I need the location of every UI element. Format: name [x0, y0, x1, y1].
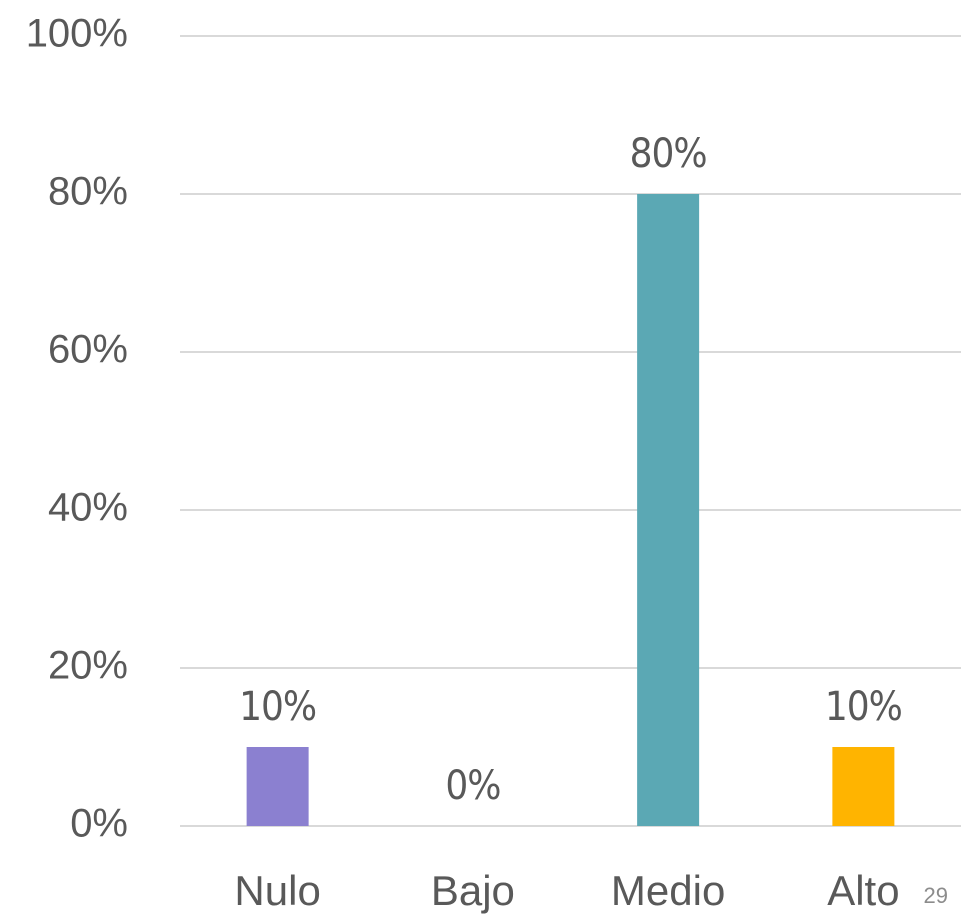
x-tick-label: Bajo [431, 867, 515, 914]
x-tick-label: Nulo [234, 867, 320, 914]
y-tick-label: 60% [48, 328, 128, 372]
value-label: 10% [239, 684, 316, 730]
y-tick-label: 100% [26, 12, 128, 56]
y-tick-label: 0% [70, 802, 128, 846]
x-tick-label: Medio [611, 867, 725, 914]
bar [246, 747, 309, 826]
x-tick-label: Alto [827, 867, 899, 914]
y-tick-label: 40% [48, 486, 128, 530]
value-label: 10% [825, 684, 902, 730]
bar [637, 194, 700, 826]
page-number: 29 [924, 883, 948, 908]
value-label: 0% [445, 763, 500, 809]
bar [832, 747, 895, 826]
value-label: 80% [630, 131, 707, 177]
y-tick-label: 80% [48, 170, 128, 214]
y-tick-label: 20% [48, 644, 128, 688]
